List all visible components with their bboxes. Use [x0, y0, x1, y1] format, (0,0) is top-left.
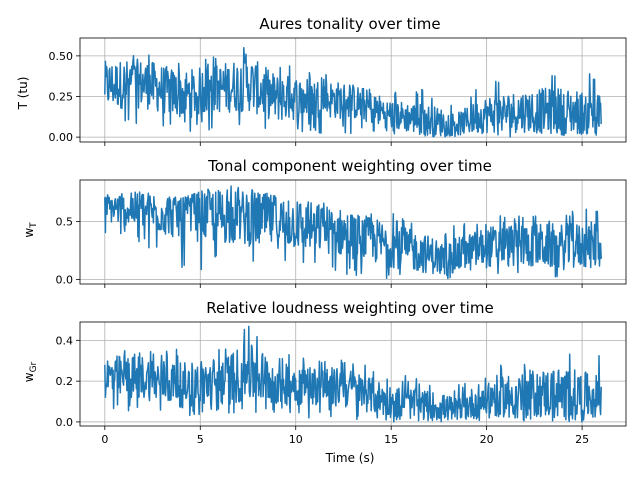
- panel-1-title: Aures tonality over time: [259, 15, 440, 33]
- x-tick-label: 20: [480, 433, 494, 446]
- y-tick-label: 0.5: [56, 216, 74, 229]
- y-tick-label: 0.00: [49, 131, 74, 144]
- y-tick-label: 0.2: [56, 375, 74, 388]
- x-axis-label: Time (s): [325, 451, 375, 465]
- x-tick-label: 5: [197, 433, 204, 446]
- panel-3-ylabel-main: w: [22, 372, 36, 382]
- x-tick-label: 15: [384, 433, 398, 446]
- y-tick-label: 0.4: [56, 334, 74, 347]
- axes-frame: [79, 179, 627, 285]
- series-line-2: [104, 185, 602, 280]
- plot-area-2: 0.0 0.5: [56, 179, 627, 288]
- series-line-1: [104, 46, 602, 138]
- series-line-3: [104, 325, 602, 423]
- y-tick-label: 0.25: [49, 91, 74, 104]
- panel-loudness-weighting: Relative loudness weighting over time wG…: [22, 299, 494, 465]
- y-tick-label: 0.50: [49, 50, 74, 63]
- panel-2-ylabel-main: w: [22, 228, 36, 238]
- plot-area-1: 0.00 0.25 0.50: [49, 37, 627, 146]
- x-tick-label: 0: [101, 433, 108, 446]
- plot-area-3: 0 5 10 15 20 25 0.0 0.2 0.4: [56, 321, 627, 446]
- panel-3-ylabel-sub: Gr: [29, 361, 39, 372]
- y-tick-label: 0.0: [56, 273, 74, 286]
- panel-1-ylabel: T (tu): [16, 77, 30, 111]
- x-tick-label: 10: [289, 433, 303, 446]
- panel-3-title: Relative loudness weighting over time: [206, 299, 493, 317]
- panel-2-ylabel: wT: [22, 222, 39, 238]
- panel-tonal-weighting: Tonal component weighting over time wT: [22, 157, 492, 238]
- axes-frame: [79, 37, 627, 143]
- x-tick-label: 25: [575, 433, 589, 446]
- y-tick-label: 0.0: [56, 416, 74, 429]
- panel-2-ylabel-sub: T: [29, 222, 39, 229]
- panel-tonality: Aures tonality over time T (tu): [16, 15, 441, 110]
- axes-frame: [79, 321, 627, 427]
- panel-2-title: Tonal component weighting over time: [207, 157, 492, 175]
- plot-layer: 0.000.250.500.00.50 5 10 15 20 250.00.20.4: [49, 37, 627, 446]
- panel-3-ylabel: wGr: [22, 361, 39, 382]
